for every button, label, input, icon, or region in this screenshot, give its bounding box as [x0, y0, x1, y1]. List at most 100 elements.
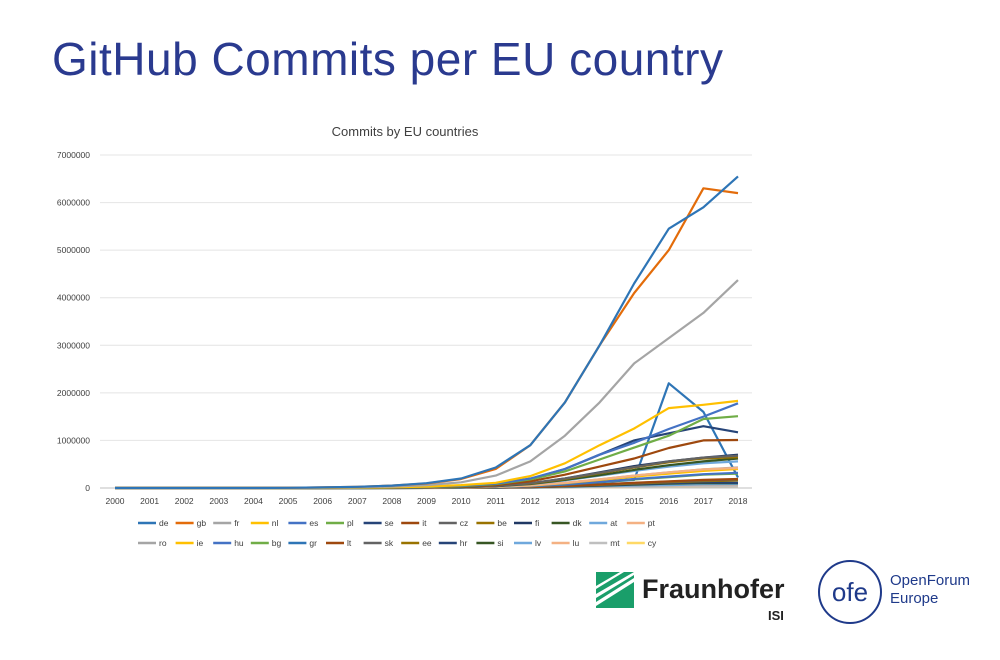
- legend-item: bg: [250, 538, 282, 548]
- legend-label: si: [497, 538, 503, 548]
- y-tick-label: 6000000: [57, 198, 90, 208]
- legend-item: lt: [326, 538, 352, 548]
- x-tick-label: 2012: [521, 496, 540, 506]
- legend-label: pl: [347, 518, 354, 528]
- legend-item: hu: [213, 538, 244, 548]
- legend-label: hu: [234, 538, 244, 548]
- legend-item: lu: [551, 538, 580, 548]
- legend-label: lu: [573, 538, 580, 548]
- legend-label: nl: [272, 518, 279, 528]
- legend-item: si: [476, 538, 504, 548]
- legend-label: cy: [648, 538, 657, 548]
- ofe-line1: OpenForum: [890, 572, 971, 589]
- legend-item: fr: [213, 518, 240, 528]
- series-line-de: [115, 175, 739, 490]
- fraunhofer-mark-icon: [596, 572, 634, 608]
- legend-item: it: [401, 518, 427, 528]
- x-tick-label: 2018: [729, 496, 748, 506]
- legend-item: cz: [438, 518, 469, 528]
- x-tick-label: 2010: [452, 496, 471, 506]
- x-tick-label: 2011: [487, 496, 506, 506]
- x-tick-label: 2002: [175, 496, 194, 506]
- legend-item: at: [589, 518, 618, 528]
- legend-item: ie: [175, 538, 204, 548]
- legend-label: de: [159, 518, 169, 528]
- ofe-line2: Europe: [890, 590, 939, 607]
- x-tick-label: 2005: [279, 496, 298, 506]
- ofe-mark: ofe: [818, 560, 882, 624]
- legend-item: cy: [626, 538, 657, 548]
- legend-label: sk: [385, 538, 394, 548]
- legend-item: sk: [363, 538, 394, 548]
- x-tick-label: 2007: [348, 496, 367, 506]
- x-tick-label: 2008: [382, 496, 401, 506]
- legend-item: nl: [250, 518, 279, 528]
- y-tick-label: 5000000: [57, 245, 90, 255]
- series-line-fr: [115, 279, 739, 490]
- series-line-gr: [115, 382, 739, 490]
- y-tick-label: 2000000: [57, 388, 90, 398]
- legend-item: ro: [138, 538, 167, 548]
- x-tick-label: 2015: [625, 496, 644, 506]
- ofe-wordmark: OpenForum Europe: [890, 572, 970, 608]
- fraunhofer-name: Fraunhofer: [642, 574, 785, 604]
- legend-label: fr: [234, 518, 239, 528]
- legend-label: be: [497, 518, 507, 528]
- x-tick-label: 2001: [140, 496, 159, 506]
- legend-label: it: [422, 518, 427, 528]
- x-tick-label: 2003: [209, 496, 228, 506]
- legend-label: ie: [197, 538, 204, 548]
- legend-item: gb: [175, 518, 207, 528]
- legend-label: gb: [197, 518, 207, 528]
- x-tick-label: 2000: [106, 496, 125, 506]
- y-tick-label: 3000000: [57, 340, 90, 350]
- legend-label: lt: [347, 538, 352, 548]
- legend-label: dk: [573, 518, 583, 528]
- legend-label: cz: [460, 518, 469, 528]
- x-tick-label: 2016: [659, 496, 678, 506]
- legend-label: es: [309, 518, 318, 528]
- openforum-europe-logo: ofe OpenForum Europe: [818, 560, 998, 630]
- legend-item: ee: [401, 538, 432, 548]
- chart-legend: de gb fr nl es pl se it cz be fi dk at pt ro ie hu bg gr lt…: [138, 518, 657, 548]
- legend-item: fi: [514, 518, 539, 528]
- page-title: GitHub Commits per EU country: [52, 33, 724, 85]
- legend-item: pl: [326, 518, 354, 528]
- legend-label: ee: [422, 538, 432, 548]
- x-tick-label: 2006: [313, 496, 332, 506]
- legend-label: lv: [535, 538, 542, 548]
- legend-label: bg: [272, 538, 282, 548]
- legend-label: pt: [648, 518, 656, 528]
- legend-item: pt: [626, 518, 656, 528]
- series-lines: [115, 175, 739, 490]
- legend-item: mt: [589, 538, 620, 548]
- legend-item: se: [363, 518, 394, 528]
- legend-label: hr: [460, 538, 468, 548]
- gridlines: [100, 154, 752, 489]
- legend-label: se: [385, 518, 394, 528]
- legend-item: be: [476, 518, 507, 528]
- x-tick-label: 2014: [590, 496, 609, 506]
- x-tick-label: 2009: [417, 496, 436, 506]
- x-tick-label: 2004: [244, 496, 263, 506]
- chart-title: Commits by EU countries: [332, 124, 479, 139]
- legend-item: hr: [438, 538, 468, 548]
- fraunhofer-sub: ISI: [768, 608, 784, 623]
- legend-item: dk: [551, 518, 583, 528]
- legend-label: ro: [159, 538, 167, 548]
- x-axis-ticks: 2000 2001 2002 2003 2004 2005 2006 2007 2008 2009…: [106, 496, 748, 506]
- line-chart: Commits by EU countries 0 1000000 2000000 3…: [57, 124, 752, 548]
- y-axis-ticks: 0 1000000 2000000 3000000 4000000 5000000 6000…: [57, 150, 90, 493]
- legend-label: gr: [309, 538, 317, 548]
- legend-item: lv: [514, 538, 542, 548]
- fraunhofer-logo: Fraunhofer ISI: [596, 566, 796, 626]
- y-tick-label: 0: [85, 483, 90, 493]
- x-tick-label: 2017: [694, 496, 713, 506]
- x-tick-label: 2013: [555, 496, 574, 506]
- y-tick-label: 1000000: [57, 435, 90, 445]
- legend-item: es: [288, 518, 318, 528]
- legend-label: mt: [610, 538, 620, 548]
- y-tick-label: 7000000: [57, 150, 90, 160]
- legend-item: gr: [288, 538, 317, 548]
- legend-label: at: [610, 518, 618, 528]
